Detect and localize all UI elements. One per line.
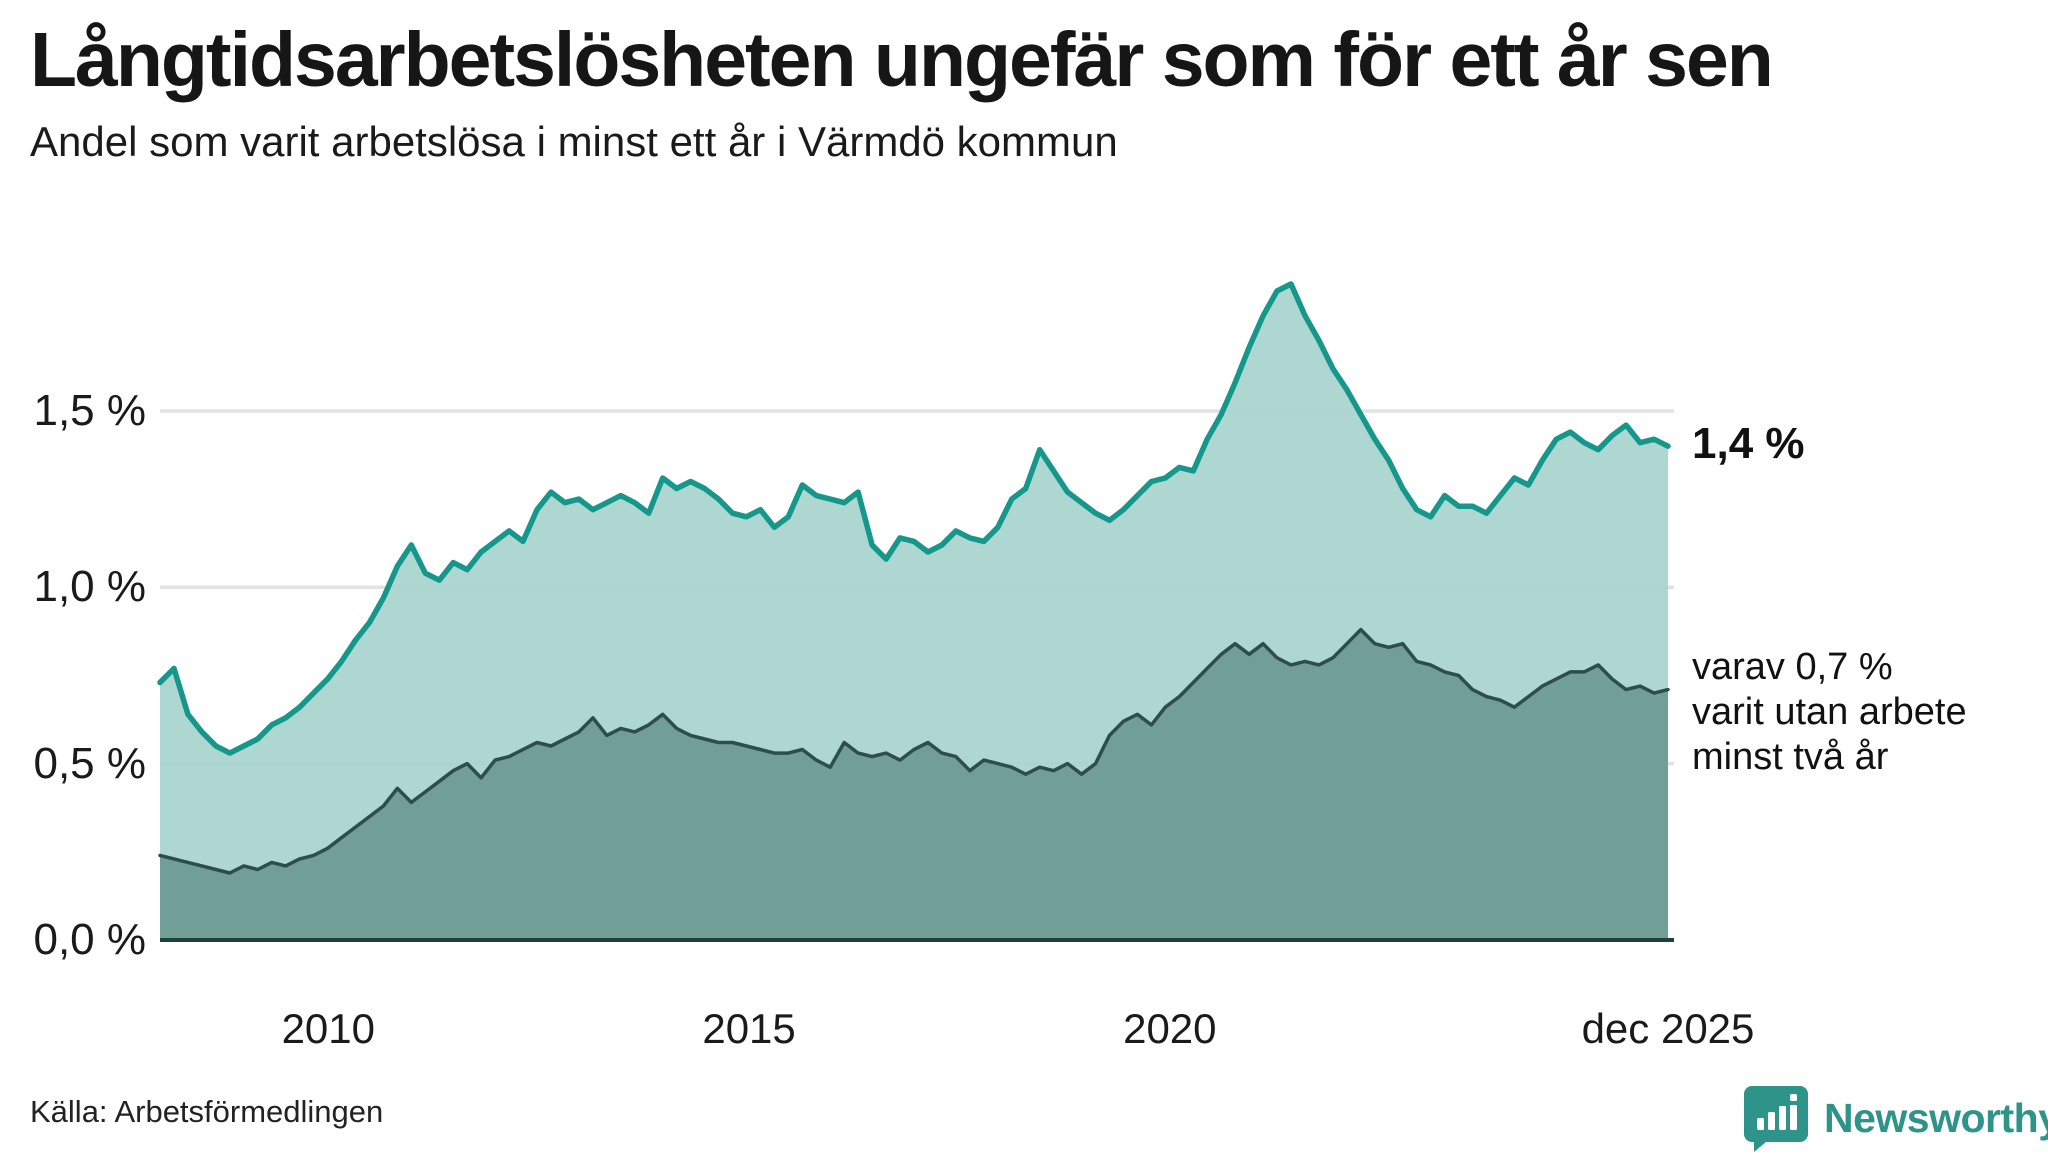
bar-3 (1779, 1106, 1786, 1130)
bar-2 (1768, 1112, 1775, 1130)
subset-area-fill (160, 629, 1668, 940)
page-subtitle: Andel som varit arbetslösa i minst ett å… (30, 118, 1118, 165)
x-tick-label: 2020 (1123, 1005, 1217, 1052)
subset-line (158, 627, 1670, 875)
exclamation-dot (1790, 1094, 1797, 1101)
y-tick-label: 0,0 % (33, 915, 146, 964)
bar-1 (1757, 1118, 1764, 1130)
newsworthy-logo-text: Newsworthy (1824, 1095, 2048, 1141)
page-title: Långtidsarbetslösheten ungefär som för e… (30, 17, 1774, 103)
y-tick-label: 1,0 % (33, 562, 146, 612)
exclamation-bar (1790, 1105, 1797, 1130)
total-end-label: 1,4 % (1692, 419, 1805, 469)
speech-bubble-shape (1744, 1086, 1808, 1152)
newsworthy-logo-icon (1744, 1086, 1808, 1152)
subset-end-label: varav 0,7 % varit utan arbete minst två … (1692, 645, 1967, 780)
x-tick-label: 2015 (702, 1005, 796, 1052)
newsworthy-branding: Newsworthy (1742, 1084, 2048, 1152)
total-line (157, 281, 1671, 756)
y-tick-label: 1,5 % (33, 385, 146, 435)
subset-end-label-line1: varav 0,7 % (1692, 646, 1893, 689)
source-attribution: Källa: Arbetsförmedlingen (30, 1094, 384, 1129)
subset-end-label-line2: varit utan arbete (1692, 691, 1967, 734)
subset-end-label-line3: minst två år (1692, 736, 1889, 779)
y-tick-label: 0,5 % (33, 738, 146, 788)
x-tick-label: 2010 (281, 1005, 376, 1052)
x-tick-label: dec 2025 (1581, 1005, 1755, 1052)
